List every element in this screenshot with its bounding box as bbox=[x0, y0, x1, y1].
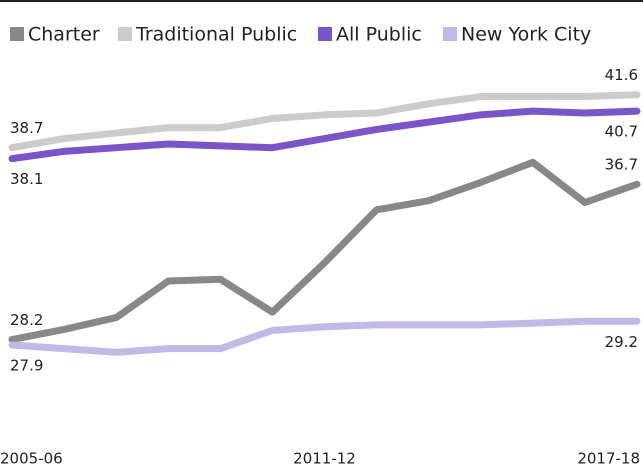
series-line bbox=[8, 107, 641, 163]
legend-label: All Public bbox=[336, 24, 422, 46]
value-label: 29.2 bbox=[605, 333, 638, 351]
legend-swatch bbox=[10, 27, 24, 41]
value-label: 38.1 bbox=[10, 170, 43, 188]
value-label: 36.7 bbox=[605, 156, 638, 174]
x-tick-label: 2005-06 bbox=[0, 450, 63, 466]
series-line bbox=[8, 91, 641, 152]
series-line bbox=[8, 317, 641, 356]
x-tick-label: 2011-12 bbox=[293, 450, 356, 466]
value-label: 40.7 bbox=[605, 123, 638, 141]
legend-label: Charter bbox=[28, 24, 100, 46]
legend-swatch bbox=[443, 27, 457, 41]
value-label: 27.9 bbox=[10, 357, 43, 375]
legend-label: Traditional Public bbox=[135, 24, 297, 46]
legend-label: New York City bbox=[461, 24, 591, 46]
value-label: 28.2 bbox=[10, 311, 43, 329]
legend-swatch bbox=[118, 27, 132, 41]
series-line bbox=[8, 158, 641, 344]
legend-swatch bbox=[318, 27, 332, 41]
value-label: 38.7 bbox=[10, 119, 43, 137]
value-label: 41.6 bbox=[605, 66, 638, 84]
x-tick-label: 2017-18 bbox=[577, 450, 640, 466]
